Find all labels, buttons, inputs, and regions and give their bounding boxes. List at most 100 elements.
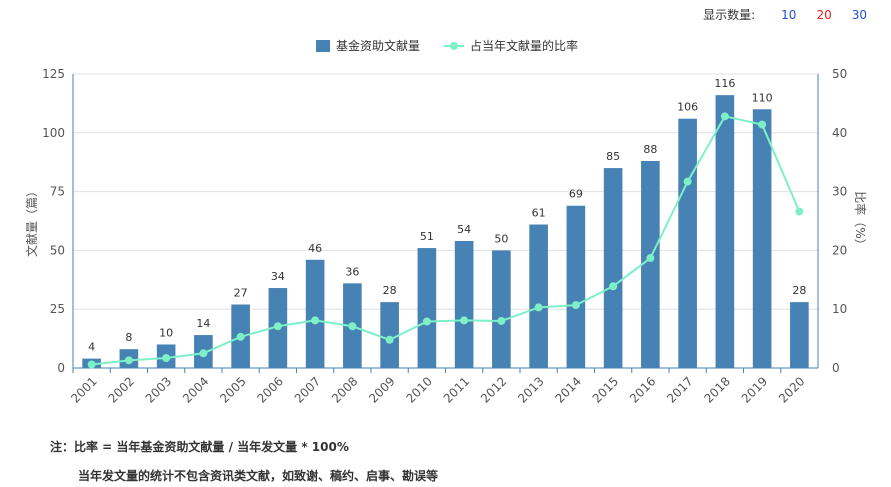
x-tick-label: 2020 (776, 374, 807, 405)
ratio-point (162, 354, 171, 363)
x-tick-label: 2007 (292, 374, 323, 405)
y2-tick-label: 10 (832, 302, 847, 316)
y2-tick-label: 20 (832, 243, 847, 257)
ratio-point (571, 301, 580, 310)
ratio-point (199, 349, 208, 358)
bar (529, 224, 548, 368)
bar-value-label: 50 (494, 232, 508, 245)
ratio-line (91, 115, 801, 366)
formula-note: 注：比率 = 当年基金资助文献量 / 当年发文量 * 100% (50, 440, 349, 454)
legend-line-label: 占当年文献量的比率 (470, 38, 578, 53)
exclusion-note: 当年发文量的统计不包含资讯类文献，如致谢、稿约、启事、勘误等 (78, 469, 439, 483)
x-tick-label: 2013 (515, 374, 546, 405)
x-tick-label: 2014 (552, 374, 583, 405)
ratio-point (87, 360, 96, 369)
ratio-point (348, 322, 357, 331)
bar-value-label: 28 (792, 284, 806, 297)
y-tick-label: 125 (42, 67, 65, 81)
y-tick-label: 100 (42, 126, 65, 140)
ratio-point (758, 120, 767, 129)
legend-bar-label: 基金资助文献量 (336, 38, 420, 53)
x-tick-label: 2015 (590, 374, 621, 405)
ratio-point (795, 207, 804, 216)
bar-value-label: 85 (606, 150, 620, 163)
display-count-bar: 显示数量: 10 20 30 (703, 6, 877, 23)
x-tick-label: 2008 (329, 374, 360, 405)
bar-value-label: 61 (532, 207, 546, 220)
y-tick-label: 0 (57, 361, 65, 375)
y2-tick-label: 50 (832, 67, 847, 81)
x-tick-label: 2004 (180, 374, 211, 405)
bar-value-label: 69 (569, 188, 583, 201)
x-tick-label: 2011 (441, 374, 472, 405)
fund-literature-chart: 0 25 50 75 100 125 0 10 20 30 40 50 4 8 10 14 27 34 46 36 28… (24, 38, 868, 406)
y2-axis-title: 比率（%） (853, 191, 868, 250)
ratio-point (124, 356, 133, 365)
bar-value-label: 54 (457, 223, 471, 236)
bar (603, 168, 623, 368)
bar-value-label: 27 (234, 286, 248, 299)
display-count-option-10[interactable]: 10 (781, 7, 797, 22)
y-tick-label: 75 (50, 185, 65, 199)
display-count-option-30[interactable]: 30 (851, 7, 867, 22)
x-tick-label: 2001 (68, 374, 99, 405)
bar-value-label: 14 (196, 317, 210, 330)
display-count-option-20[interactable]: 20 (816, 7, 832, 22)
bar-value-label: 34 (271, 270, 285, 283)
bar-value-label: 106 (677, 101, 698, 114)
ratio-point (273, 322, 282, 331)
ratio-point (311, 316, 320, 325)
bar (454, 240, 474, 368)
y-tick-label: 25 (50, 302, 65, 316)
x-tick-label: 2006 (254, 374, 285, 405)
bar-value-label: 28 (383, 284, 397, 297)
x-tick-label: 2012 (478, 374, 509, 405)
bar (678, 118, 697, 368)
ratio-point (534, 303, 543, 312)
bar-value-label: 88 (643, 143, 657, 156)
bar (790, 302, 809, 368)
ratio-point (422, 317, 431, 326)
x-tick-label: 2010 (403, 374, 434, 405)
display-count-label: 显示数量: (703, 8, 756, 22)
bar (305, 259, 325, 368)
bar (417, 248, 437, 368)
bar-value-label: 8 (125, 331, 132, 344)
y-axis-title: 文献量（篇） (24, 185, 39, 257)
legend-line-marker (450, 42, 458, 50)
bar-value-label: 10 (159, 326, 173, 339)
y-tick-label: 50 (50, 243, 65, 257)
bar (641, 161, 660, 368)
bar-value-label: 36 (345, 265, 359, 278)
bar-value-label: 51 (420, 230, 434, 243)
x-tick-label: 2019 (739, 374, 770, 405)
ratio-point (683, 177, 692, 186)
ratio-point (236, 332, 245, 341)
x-tick-label: 2003 (143, 374, 174, 405)
legend-bar-swatch (316, 40, 330, 52)
bar-value-label: 116 (714, 77, 735, 90)
bar-value-label: 46 (308, 242, 322, 255)
x-tick-label: 2016 (627, 374, 658, 405)
ratio-point (646, 254, 655, 263)
ratio-point (497, 316, 506, 325)
ratio-point (609, 282, 618, 291)
x-tick-label: 2017 (664, 374, 695, 405)
bar (752, 109, 772, 368)
x-tick-label: 2018 (701, 374, 732, 405)
ratio-point (720, 112, 729, 121)
x-tick-label: 2005 (217, 374, 248, 405)
y2-tick-label: 0 (832, 361, 840, 375)
ratio-point (385, 335, 394, 344)
x-tick-label: 2002 (105, 374, 136, 405)
y2-tick-label: 30 (832, 185, 847, 199)
bar (380, 302, 399, 368)
ratio-point (460, 316, 469, 325)
bar (566, 205, 586, 368)
y2-tick-label: 40 (832, 126, 847, 140)
x-tick-label: 2009 (366, 374, 397, 405)
bar-value-label: 110 (752, 91, 773, 104)
bar-value-label: 4 (88, 341, 95, 354)
bar (715, 95, 735, 368)
bar (492, 250, 511, 368)
